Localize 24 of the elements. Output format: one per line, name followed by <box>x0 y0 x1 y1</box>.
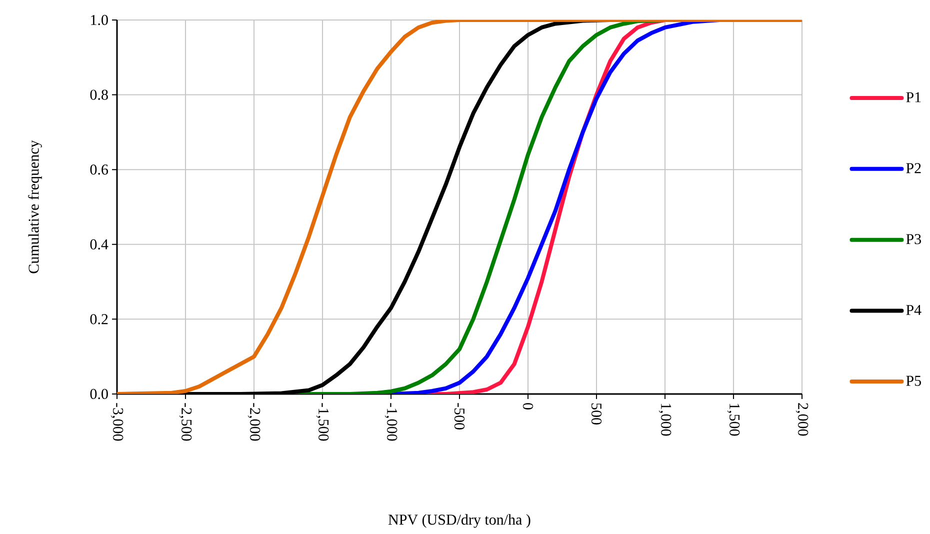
x-tick-label: -1,000 <box>384 403 398 441</box>
x-tick-label: 500 <box>591 403 602 424</box>
y-tick-label: 0.6 <box>90 164 108 175</box>
x-tick-label: 1,000 <box>658 404 672 436</box>
x-tick-label: 2,000 <box>796 403 808 436</box>
y-tick-label: 1.0 <box>91 14 108 26</box>
y-tick-label: 0.8 <box>90 90 108 100</box>
y-axis-title: Cumulative frequency <box>28 140 42 274</box>
x-tick-label: -1,500 <box>316 403 329 441</box>
x-tick-label: -2,500 <box>179 403 192 441</box>
x-axis-title: NPV (USD/dry ton/ha ) <box>388 514 530 528</box>
legend-label: P5 <box>906 376 921 386</box>
y-tick-label: 0.4 <box>90 239 108 250</box>
x-tick-label: 1,500 <box>727 404 740 436</box>
legend-label: P1 <box>906 92 921 102</box>
y-tick-label: 0.2 <box>90 314 108 324</box>
legend-label: P3 <box>906 234 921 244</box>
x-tick-label: 0 <box>522 403 534 410</box>
x-tick-label: -2,000 <box>248 403 260 441</box>
x-tick-label: -500 <box>454 403 465 430</box>
x-tick-label: -3,000 <box>110 403 124 441</box>
legend-label: P2 <box>906 163 921 174</box>
legend-label: P4 <box>906 305 922 315</box>
y-tick-label: 0.0 <box>90 388 108 400</box>
